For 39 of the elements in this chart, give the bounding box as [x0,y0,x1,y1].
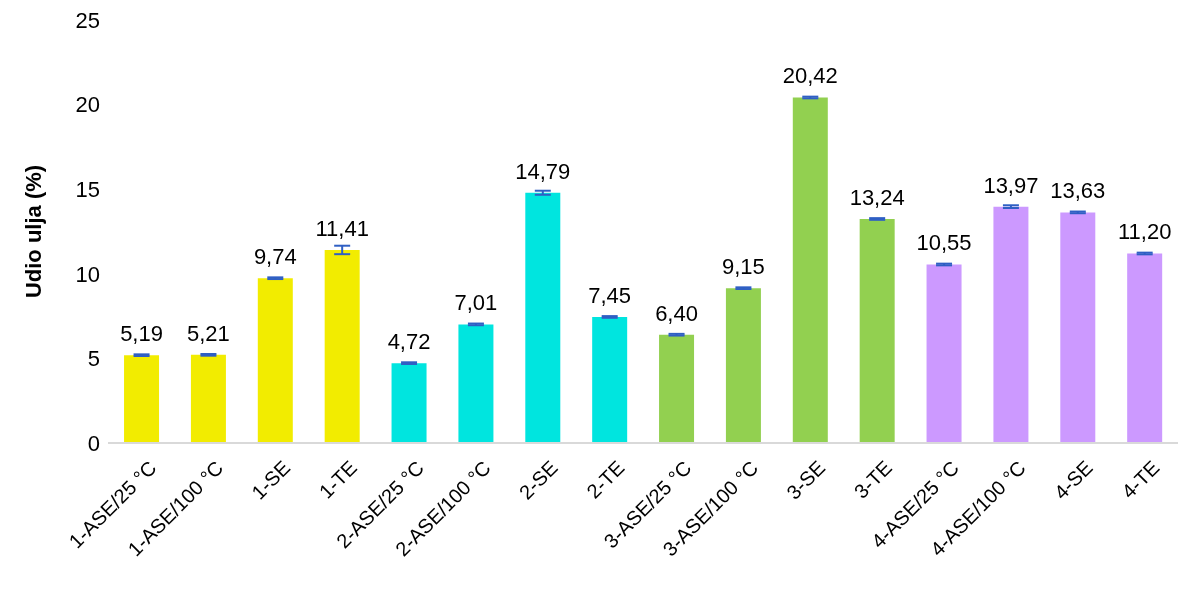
bar [458,324,494,443]
bar [1060,212,1096,443]
bar [993,206,1029,443]
data-label: 5,19 [120,321,163,347]
data-label: 20,42 [782,63,838,89]
y-tick-label: 5 [87,346,100,372]
data-label: 7,01 [454,290,498,316]
y-tick-label: 0 [87,430,100,456]
bar [525,192,561,443]
bar [926,264,962,443]
bar [792,97,828,443]
data-label: 7,45 [588,282,632,308]
data-label: 14,79 [515,158,571,184]
y-tick-label: 25 [75,7,100,33]
data-label: 9,15 [722,254,765,280]
data-label: 9,74 [253,244,297,270]
bar [592,316,628,443]
bar [190,354,226,443]
data-label: 13,24 [849,184,905,210]
bar [124,355,160,443]
data-label: 11,20 [1117,219,1172,245]
bar [257,278,293,443]
bar [659,334,695,443]
y-axis-title: Udio ulja (%) [20,164,46,299]
data-label: 4,72 [387,329,431,355]
data-label: 13,97 [983,172,1039,198]
bar [859,218,895,443]
data-label: 6,40 [655,300,698,326]
data-label: 13,63 [1050,178,1106,204]
data-label: 10,55 [916,230,972,256]
data-label: 5,21 [187,320,230,346]
y-tick-label: 10 [75,261,100,287]
bar [324,249,360,443]
data-label: 11,41 [315,215,369,241]
y-tick-label: 20 [75,92,100,118]
bar [725,288,761,443]
y-tick-label: 15 [75,177,100,203]
bar [391,363,427,443]
bar [1127,253,1163,443]
